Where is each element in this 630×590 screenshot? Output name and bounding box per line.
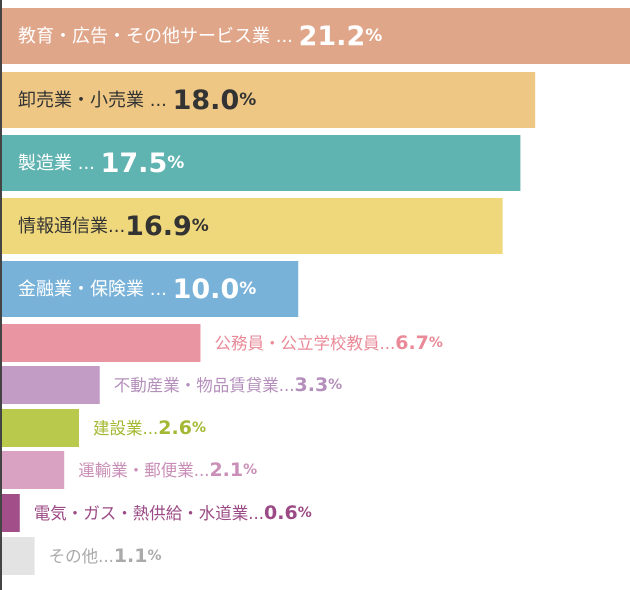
value-label-9: 0.6 [264,502,298,524]
bar-8 [2,451,65,489]
unit-label-3: % [192,216,209,236]
bar-label-9: 電気・ガス・熱供給・水道業...0.6% [34,502,312,524]
value-label-7: 2.6 [158,417,192,439]
category-label-4: 金融業・保険業 ... [18,279,173,300]
bar-label-8: 運輸業・郵便業...2.1% [78,459,257,481]
bar-4 [2,261,299,317]
value-label-8: 2.1 [209,459,243,481]
bar-label-0: 教育・広告・その他サービス業 ... 21.2% [18,21,382,52]
labels-group: 教育・広告・その他サービス業 ... 21.2%卸売業・小売業 ... 18.0… [18,21,443,568]
bar-3 [2,198,503,254]
bar-label-3: 情報通信業...16.9% [18,211,209,242]
unit-label-5: % [429,335,443,351]
unit-label-8: % [243,462,257,478]
unit-label-0: % [365,26,382,46]
bar-0 [2,8,630,64]
bar-7 [2,409,80,447]
category-label-8: 運輸業・郵便業... [78,461,209,480]
value-label-6: 3.3 [295,374,329,396]
value-label-5: 6.7 [395,332,429,354]
value-label-3: 16.9 [125,211,192,242]
bar-1 [2,72,536,128]
bar-label-6: 不動産業・物品賃貸業...3.3% [114,374,342,396]
category-label-10: その他... [49,547,114,566]
bar-label-2: 製造業 ... 17.5% [18,148,184,179]
bar-10 [2,537,35,575]
unit-label-7: % [192,420,206,436]
category-label-3: 情報通信業... [18,216,125,237]
bar-label-10: その他...1.1% [49,545,162,567]
unit-label-10: % [148,548,162,564]
bar-9 [2,494,20,532]
unit-label-9: % [298,505,312,521]
value-label-0: 21.2 [299,21,366,52]
bar-label-5: 公務員・公立学校教員...6.7% [214,332,442,354]
unit-label-6: % [328,377,342,393]
bar-2 [2,135,521,191]
unit-label-4: % [239,279,256,299]
bar-6 [2,366,100,404]
category-label-2: 製造業 ... [18,153,101,174]
value-label-10: 1.1 [114,545,148,567]
bars-group [2,8,630,575]
category-label-0: 教育・広告・その他サービス業 ... [18,26,299,47]
category-label-9: 電気・ガス・熱供給・水道業... [34,504,264,523]
bar-label-7: 建設業...2.6% [93,417,206,439]
unit-label-1: % [239,90,256,110]
unit-label-2: % [167,153,184,173]
value-label-1: 18.0 [173,85,240,116]
bar-label-4: 金融業・保険業 ... 10.0% [18,274,256,305]
bar-5 [2,324,201,362]
category-label-6: 不動産業・物品賃貸業... [114,376,295,395]
category-label-5: 公務員・公立学校教員... [214,334,395,353]
category-label-7: 建設業... [93,419,158,438]
category-label-1: 卸売業・小売業 ... [18,90,173,111]
bar-label-1: 卸売業・小売業 ... 18.0% [18,85,256,116]
value-label-4: 10.0 [173,274,240,305]
value-label-2: 17.5 [101,148,168,179]
